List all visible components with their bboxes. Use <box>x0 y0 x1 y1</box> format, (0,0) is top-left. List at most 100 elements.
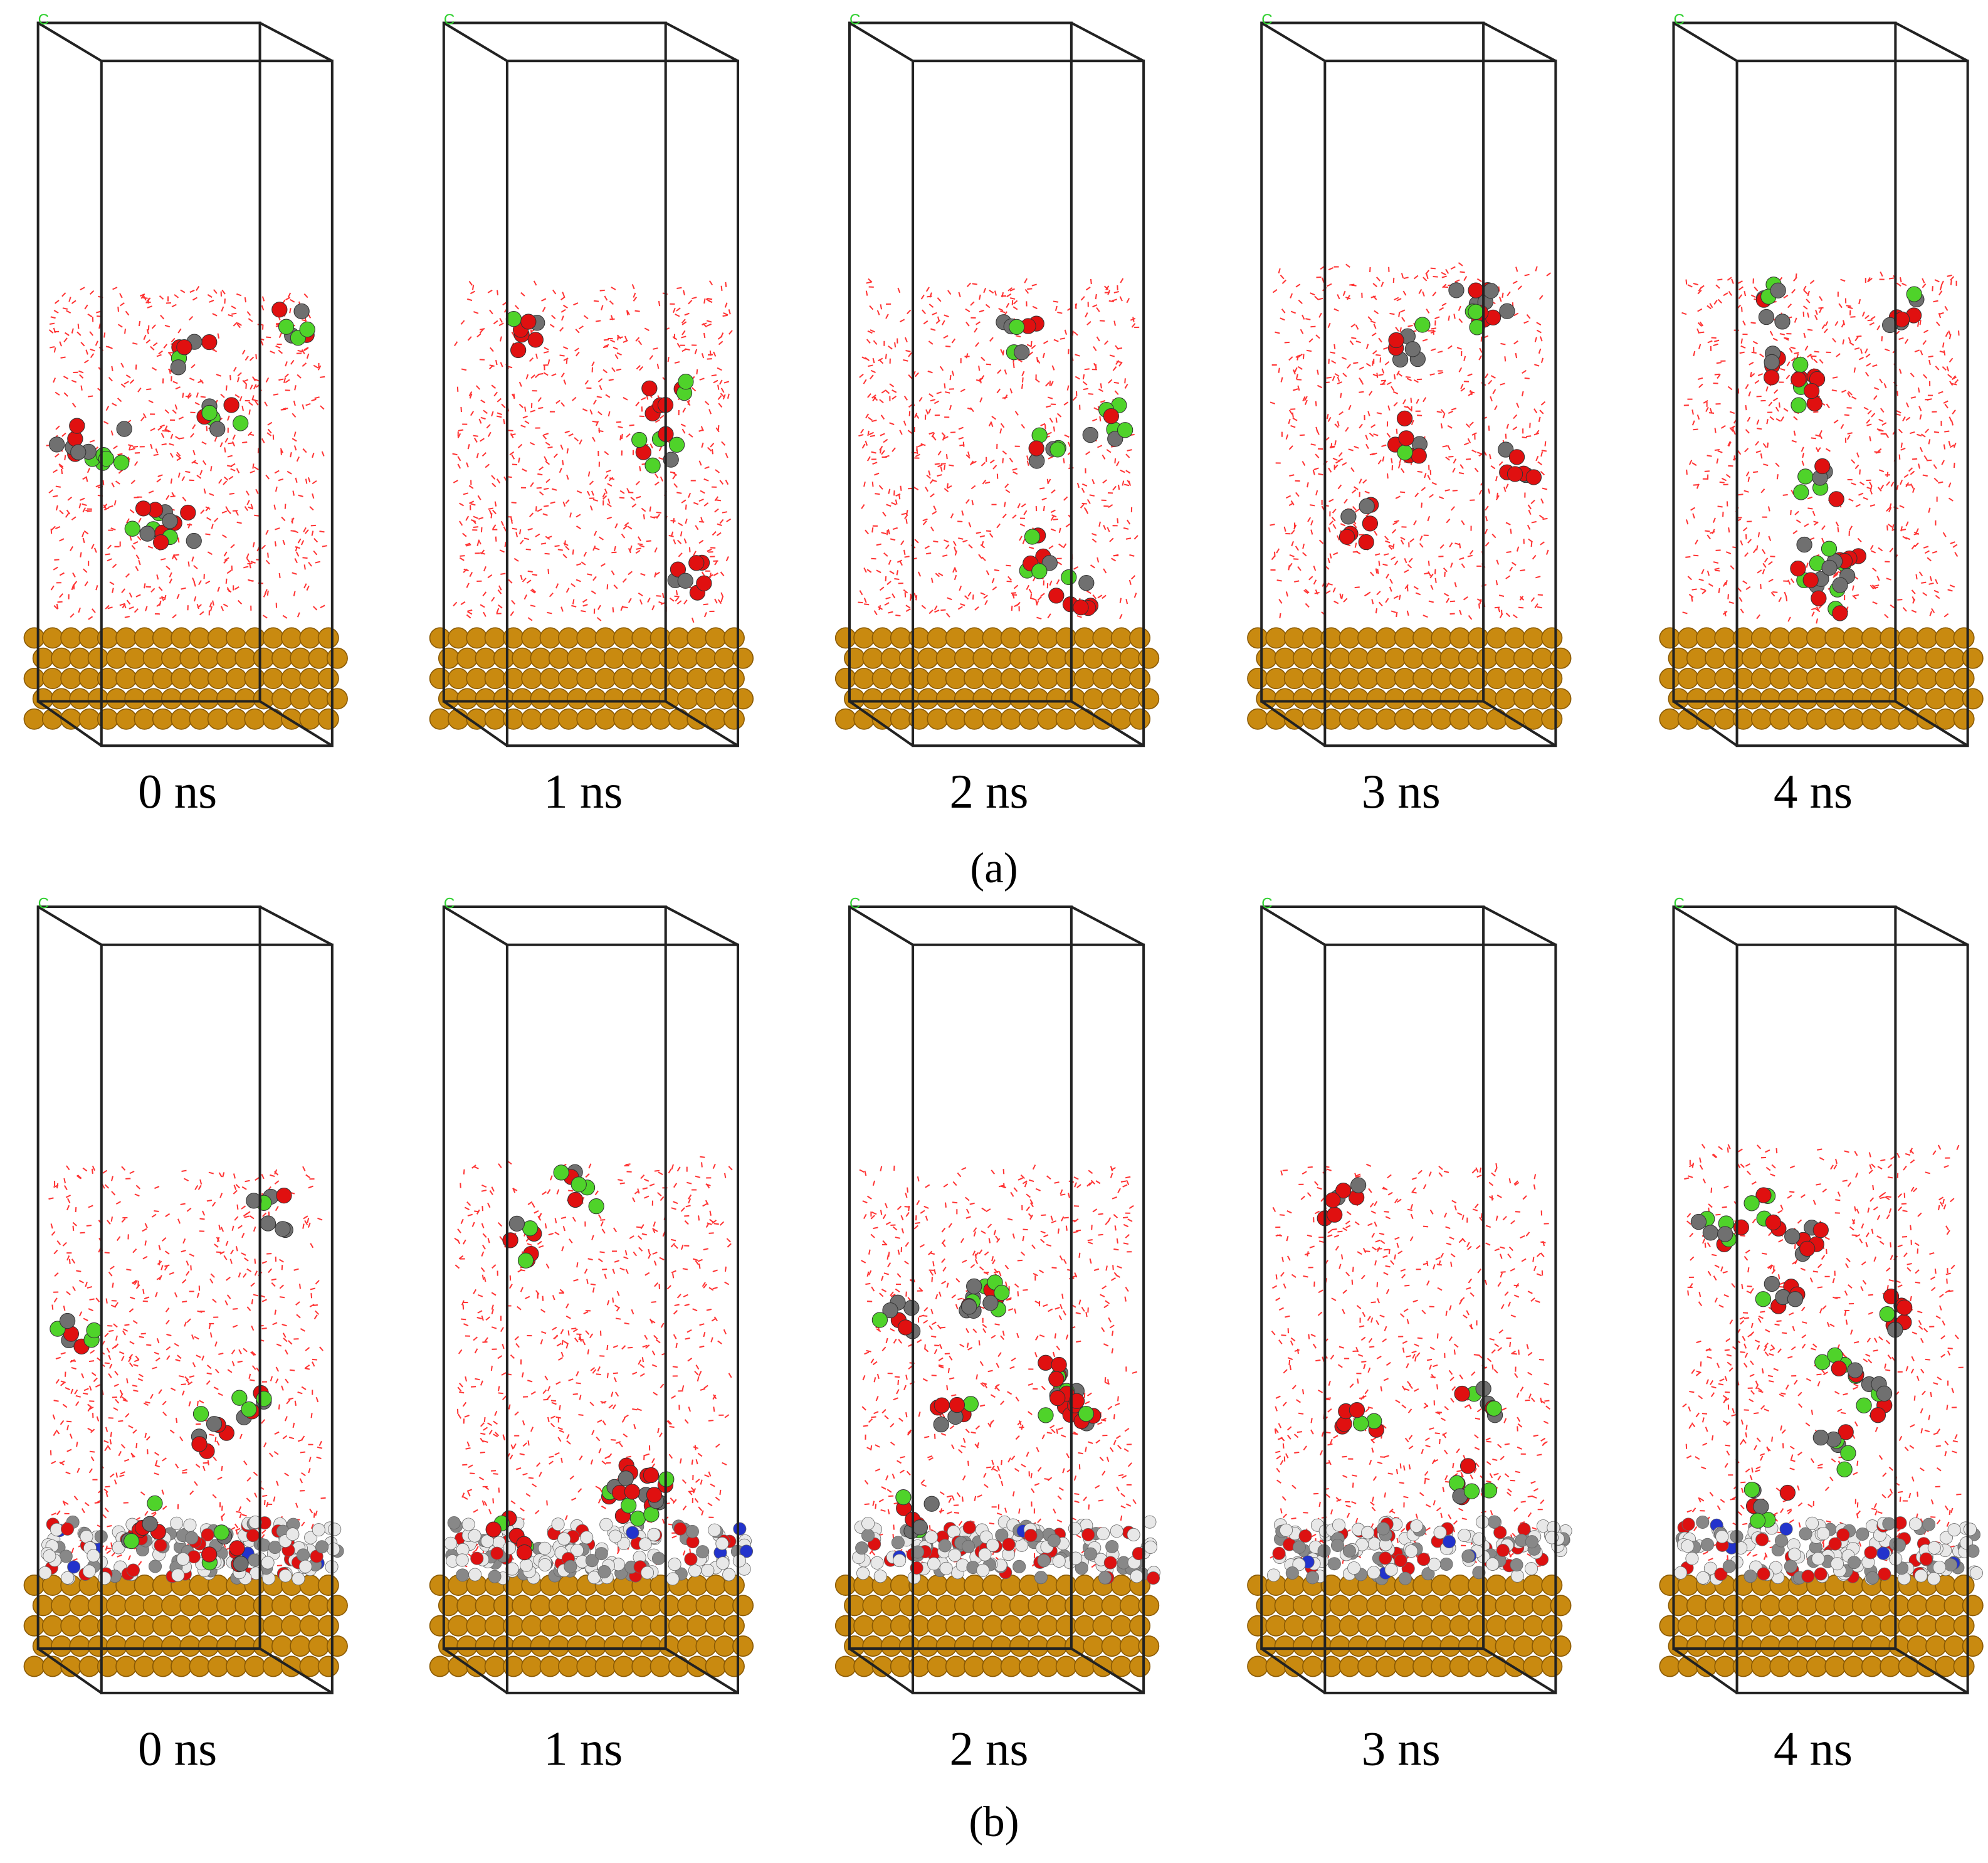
cell-edge <box>1070 21 1145 62</box>
water <box>214 517 219 522</box>
water <box>1526 314 1531 319</box>
metal-atom <box>1247 627 1269 649</box>
water <box>1816 618 1818 624</box>
water <box>579 439 582 445</box>
water <box>1091 538 1097 543</box>
frame-label: 0 ns <box>138 765 217 818</box>
water <box>1017 503 1021 509</box>
water <box>320 405 325 410</box>
water <box>511 599 516 605</box>
water <box>592 436 596 442</box>
water <box>1434 569 1436 574</box>
metal-atom <box>326 688 348 710</box>
water <box>107 606 113 610</box>
water <box>1004 502 1006 507</box>
solute-atom <box>276 1187 292 1204</box>
solute-atom <box>229 1540 245 1556</box>
water <box>895 499 898 505</box>
water <box>1815 309 1818 315</box>
water <box>253 378 260 382</box>
water <box>301 1386 307 1390</box>
water <box>229 1259 233 1264</box>
water <box>219 1193 223 1198</box>
water <box>986 530 992 532</box>
water <box>1284 341 1290 344</box>
water <box>560 606 564 612</box>
water <box>469 572 473 578</box>
water <box>1480 336 1483 342</box>
water <box>915 372 919 377</box>
water <box>1949 357 1954 363</box>
water <box>122 1330 126 1336</box>
metal-atom <box>23 1615 45 1637</box>
water <box>1760 584 1762 589</box>
water <box>498 604 503 609</box>
water <box>1413 275 1419 280</box>
water <box>1693 283 1699 286</box>
water <box>189 377 195 381</box>
water <box>72 572 76 578</box>
water <box>151 1511 157 1515</box>
water <box>1093 346 1097 351</box>
water <box>676 600 682 604</box>
water <box>674 361 680 364</box>
metal-atom <box>1476 688 1498 710</box>
solute-atom <box>233 415 249 431</box>
water <box>189 1253 194 1257</box>
water <box>125 573 130 578</box>
water <box>628 547 631 554</box>
metal-atom <box>234 1595 256 1617</box>
water <box>1384 536 1389 541</box>
water <box>274 541 277 547</box>
water <box>1911 610 1917 613</box>
water <box>1898 428 1903 433</box>
metal-atom <box>1935 708 1957 730</box>
water <box>939 366 944 371</box>
water <box>111 1191 116 1196</box>
water <box>871 420 877 422</box>
water <box>673 1183 678 1188</box>
solute-atom <box>275 1221 291 1237</box>
water <box>1914 349 1920 352</box>
water <box>1423 277 1428 282</box>
water <box>672 474 676 480</box>
water <box>305 1347 310 1351</box>
water <box>1362 479 1367 484</box>
metal-atom <box>1677 668 1699 690</box>
water <box>1527 524 1531 530</box>
water <box>1129 554 1135 557</box>
water <box>1108 379 1113 384</box>
water <box>1869 436 1871 441</box>
water <box>62 307 68 310</box>
water <box>932 510 937 515</box>
solute-atom <box>201 404 218 421</box>
water <box>888 346 893 350</box>
water <box>78 1311 83 1317</box>
water <box>460 320 465 325</box>
snapshot: C <box>429 11 754 747</box>
water <box>545 441 550 446</box>
water <box>192 424 196 430</box>
water <box>1302 314 1305 320</box>
metal-atom <box>927 668 949 690</box>
water <box>1856 335 1862 337</box>
water <box>1009 388 1013 394</box>
water <box>468 391 473 397</box>
water <box>270 351 275 354</box>
water <box>703 1248 709 1251</box>
water <box>511 454 515 460</box>
water <box>1288 418 1291 425</box>
water <box>130 1453 135 1458</box>
water <box>182 497 187 502</box>
water <box>201 441 207 445</box>
metal-atom <box>1906 688 1928 710</box>
water <box>1109 537 1114 542</box>
water <box>1900 447 1906 451</box>
water <box>464 1415 470 1418</box>
water <box>176 594 180 599</box>
water <box>244 506 248 511</box>
water <box>197 380 203 383</box>
water <box>152 1366 157 1370</box>
water <box>290 359 295 365</box>
water <box>132 445 139 448</box>
